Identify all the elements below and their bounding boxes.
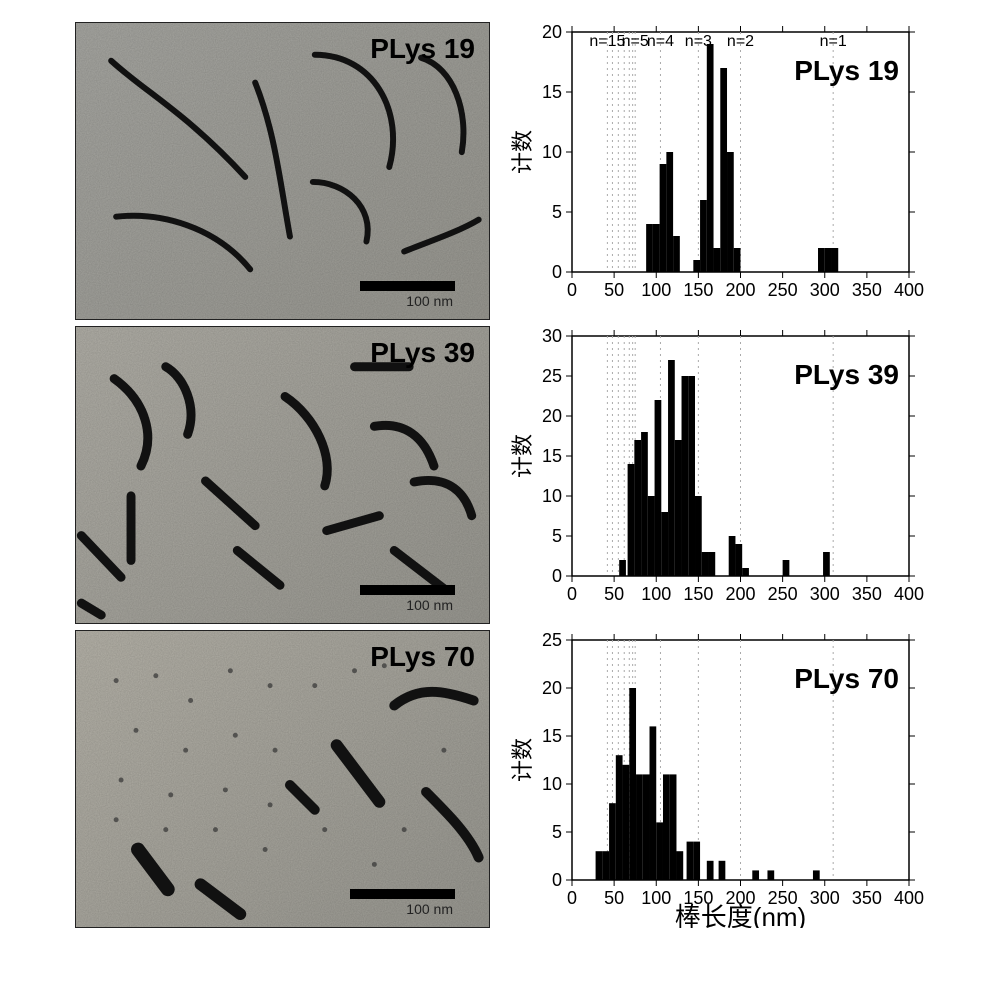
histogram-panel: 051015202530050100150200250300350400计数PL… — [510, 326, 925, 624]
figure-wrap: [ PLys 19100 nm0510152005010015020025030… — [0, 22, 1000, 932]
y-axis-label: 计数 — [510, 433, 535, 477]
figure-grid: PLys 19100 nm051015200501001502002503003… — [69, 22, 931, 932]
svg-text:20: 20 — [542, 22, 562, 42]
svg-text:200: 200 — [725, 584, 755, 604]
tem-image: PLys 19 100 nm — [75, 22, 490, 320]
svg-text:n=2: n=2 — [727, 33, 754, 50]
svg-text:50: 50 — [604, 280, 624, 300]
svg-text:150: 150 — [683, 584, 713, 604]
scale-bar-label: 100 nm — [406, 597, 453, 613]
tem-panel: PLys 70 100 nm — [75, 630, 490, 932]
svg-text:n=4: n=4 — [647, 33, 674, 50]
svg-text:0: 0 — [567, 280, 577, 300]
scale-bar — [350, 889, 455, 899]
svg-text:100: 100 — [641, 584, 671, 604]
svg-text:300: 300 — [810, 888, 840, 908]
y-axis-label: 计数 — [510, 737, 535, 781]
svg-text:n=5: n=5 — [622, 33, 649, 50]
svg-text:15: 15 — [542, 82, 562, 102]
y-axis-label: 计数 — [510, 129, 535, 173]
svg-text:400: 400 — [894, 280, 924, 300]
scale-bar — [360, 585, 455, 595]
svg-text:250: 250 — [768, 584, 798, 604]
svg-text:10: 10 — [542, 486, 562, 506]
svg-text:n=15: n=15 — [589, 33, 625, 50]
svg-text:5: 5 — [552, 202, 562, 222]
histogram-panel: 05101520050100150200250300350400n=15n=5n… — [510, 22, 925, 320]
svg-text:50: 50 — [604, 584, 624, 604]
svg-text:30: 30 — [542, 326, 562, 346]
svg-text:300: 300 — [810, 280, 840, 300]
svg-text:20: 20 — [542, 406, 562, 426]
svg-text:25: 25 — [542, 630, 562, 650]
svg-text:100: 100 — [641, 888, 671, 908]
svg-text:10: 10 — [542, 142, 562, 162]
scale-bar-label: 100 nm — [406, 901, 453, 917]
svg-text:250: 250 — [768, 280, 798, 300]
svg-text:400: 400 — [894, 584, 924, 604]
tem-panel: PLys 19 100 nm — [75, 22, 490, 324]
chart-title: PLys 39 — [794, 359, 899, 390]
svg-text:0: 0 — [552, 870, 562, 890]
histogram-panel: 0510152025050100150200250300350400计数PLys… — [510, 630, 925, 928]
panel-label: PLys 19 — [370, 33, 475, 65]
scale-bar-label: 100 nm — [406, 293, 453, 309]
svg-text:25: 25 — [542, 366, 562, 386]
svg-text:5: 5 — [552, 822, 562, 842]
svg-text:15: 15 — [542, 446, 562, 466]
svg-text:400: 400 — [894, 888, 924, 908]
chart-title: PLys 19 — [794, 55, 899, 86]
svg-text:0: 0 — [567, 888, 577, 908]
svg-text:350: 350 — [852, 584, 882, 604]
svg-text:5: 5 — [552, 526, 562, 546]
svg-text:15: 15 — [542, 726, 562, 746]
svg-text:n=1: n=1 — [820, 33, 847, 50]
svg-text:300: 300 — [810, 584, 840, 604]
tem-panel: PLys 39 100 nm — [75, 326, 490, 628]
svg-text:n=3: n=3 — [685, 33, 712, 50]
svg-text:0: 0 — [567, 584, 577, 604]
panel-label: PLys 70 — [370, 641, 475, 673]
svg-text:20: 20 — [542, 678, 562, 698]
svg-text:50: 50 — [604, 888, 624, 908]
svg-text:350: 350 — [852, 280, 882, 300]
scale-bar — [360, 281, 455, 291]
tem-image: PLys 70 100 nm — [75, 630, 490, 928]
chart-title: PLys 70 — [794, 663, 899, 694]
svg-text:0: 0 — [552, 566, 562, 586]
x-axis-label: 棒长度(nm) — [675, 902, 806, 928]
svg-text:350: 350 — [852, 888, 882, 908]
tem-image: PLys 39 100 nm — [75, 326, 490, 624]
svg-text:10: 10 — [542, 774, 562, 794]
panel-label: PLys 39 — [370, 337, 475, 369]
svg-text:200: 200 — [725, 280, 755, 300]
svg-text:0: 0 — [552, 262, 562, 282]
svg-text:150: 150 — [683, 280, 713, 300]
svg-text:100: 100 — [641, 280, 671, 300]
